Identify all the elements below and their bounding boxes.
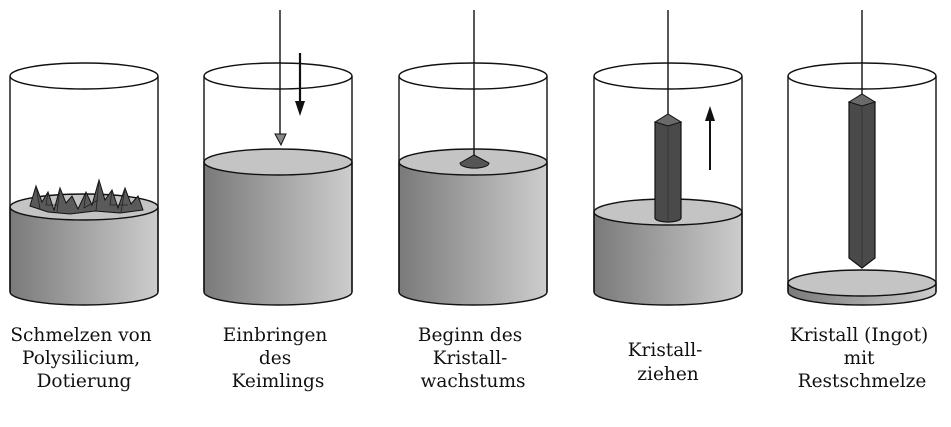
- melt-body-3: [398, 161, 548, 306]
- caption-step-4-line-1: Kristall-: [628, 340, 703, 361]
- caption-step-3-line-2: Kristall-: [433, 348, 508, 369]
- caption-step-2-line-3: Keimlings: [232, 371, 325, 392]
- caption-step-4-line-2: ziehen: [637, 364, 698, 385]
- caption-step-3-line-1: Beginn des: [418, 325, 522, 346]
- crucible-rim-3: [398, 62, 548, 90]
- caption-step-2-line-2: des: [259, 348, 291, 369]
- up-arrow-icon: [705, 106, 715, 170]
- caption-step-1-line-1: Schmelzen von: [10, 325, 151, 346]
- caption-step-3-line-3: wachstums: [420, 371, 525, 392]
- step-2: Einbringen des Keimlings: [203, 10, 353, 392]
- step-1: Schmelzen von Polysilicium, Dotierung: [9, 62, 159, 392]
- crucible-5: [787, 62, 937, 306]
- melt-surface-5: [787, 269, 937, 297]
- caption-step-1: Schmelzen von Polysilicium, Dotierung: [10, 325, 157, 392]
- down-arrow-icon: [295, 53, 305, 116]
- step-4: Kristall- ziehen: [593, 10, 743, 385]
- seed-crystal-3: [459, 154, 490, 169]
- crucible-1: [9, 62, 159, 306]
- caption-step-1-line-3: Dotierung: [37, 371, 132, 392]
- melt-body-1: [9, 206, 159, 306]
- crucible-2: [203, 62, 353, 306]
- melt-body-2: [203, 161, 353, 306]
- crystal-ingot-5: [847, 93, 877, 269]
- caption-step-3: Beginn des Kristall- wachstums: [418, 325, 528, 392]
- melt-body-4: [593, 211, 743, 306]
- seed-crystal-2: [274, 133, 287, 147]
- polysilicon-chunk-facets: [35, 179, 128, 213]
- crucible-rim-1: [9, 62, 159, 90]
- step-5: Kristall (Ingot) mit Restschmelze: [787, 10, 937, 392]
- caption-step-5: Kristall (Ingot) mit Restschmelze: [790, 325, 934, 392]
- polysilicon-chunks: [29, 178, 144, 215]
- crucible-rim-2: [203, 62, 353, 90]
- caption-step-2: Einbringen des Keimlings: [223, 325, 333, 392]
- crystal-ingot-4: [653, 113, 683, 223]
- melt-surface-2: [203, 148, 353, 176]
- caption-step-5-line-2: mit: [844, 348, 875, 369]
- step-3: Beginn des Kristall- wachstums: [398, 10, 548, 392]
- caption-step-5-line-1: Kristall (Ingot): [790, 325, 928, 346]
- crucible-3: [398, 62, 548, 306]
- caption-step-5-line-3: Restschmelze: [798, 371, 927, 392]
- caption-step-4: Kristall- ziehen: [628, 340, 709, 385]
- caption-step-1-line-2: Polysilicium,: [22, 348, 140, 369]
- caption-step-2-line-1: Einbringen: [223, 325, 328, 346]
